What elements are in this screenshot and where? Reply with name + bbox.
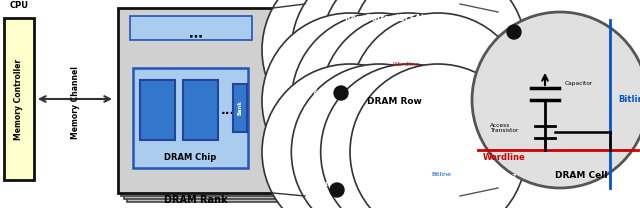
Bar: [328, 8, 456, 28]
Bar: [305, 4, 460, 200]
Circle shape: [321, 64, 497, 208]
Circle shape: [291, 13, 467, 189]
Text: DRAM Rank: DRAM Rank: [164, 195, 228, 205]
Text: 1: 1: [324, 182, 328, 187]
Text: 4: 4: [335, 16, 339, 21]
Circle shape: [291, 0, 467, 138]
Circle shape: [350, 13, 526, 189]
Bar: [130, 16, 252, 40]
Text: Row Decoder: Row Decoder: [314, 79, 319, 119]
Text: ⋯: ⋯: [189, 29, 203, 43]
Text: 3: 3: [339, 113, 343, 118]
Circle shape: [262, 64, 438, 208]
Bar: [307, 28, 327, 170]
Bar: [330, 76, 458, 126]
Circle shape: [262, 0, 438, 138]
Circle shape: [321, 0, 497, 138]
Text: Wordline: Wordline: [483, 154, 525, 162]
Circle shape: [291, 64, 467, 208]
Bar: [233, 84, 247, 132]
Circle shape: [330, 183, 344, 197]
Bar: [118, 8, 273, 193]
Text: CPU: CPU: [10, 1, 29, 10]
Text: Row Buffer (BLSA): Row Buffer (BLSA): [345, 14, 424, 22]
Circle shape: [350, 0, 526, 138]
Circle shape: [334, 86, 348, 100]
Bar: [4, 18, 34, 180]
Text: Bank: Bank: [237, 100, 243, 115]
Bar: [121, 11, 276, 196]
Text: Bitline: Bitline: [431, 172, 451, 177]
Text: DRAM Bank: DRAM Bank: [370, 184, 429, 193]
Bar: [183, 80, 218, 140]
Text: Capacitor: Capacitor: [565, 82, 593, 87]
Bar: [127, 17, 282, 202]
Text: Bitline: Bitline: [618, 95, 640, 104]
Text: DRAM Chip: DRAM Chip: [164, 152, 216, 161]
Text: DRAM Row: DRAM Row: [367, 97, 421, 105]
Text: Memory Controller: Memory Controller: [15, 58, 24, 140]
Text: ...: ...: [221, 104, 235, 116]
Text: 2: 2: [512, 173, 516, 178]
Text: Memory Channel: Memory Channel: [70, 67, 79, 139]
Circle shape: [321, 13, 497, 189]
Circle shape: [350, 64, 526, 208]
Bar: [133, 68, 248, 168]
Bar: [124, 14, 279, 199]
Circle shape: [507, 25, 521, 39]
Circle shape: [262, 13, 438, 189]
Bar: [140, 80, 175, 140]
Circle shape: [472, 12, 640, 188]
Text: Access
Transistor: Access Transistor: [490, 123, 518, 133]
Circle shape: [319, 178, 333, 192]
Text: DRAM Cell: DRAM Cell: [555, 172, 607, 181]
Text: Wordline: Wordline: [392, 62, 420, 68]
